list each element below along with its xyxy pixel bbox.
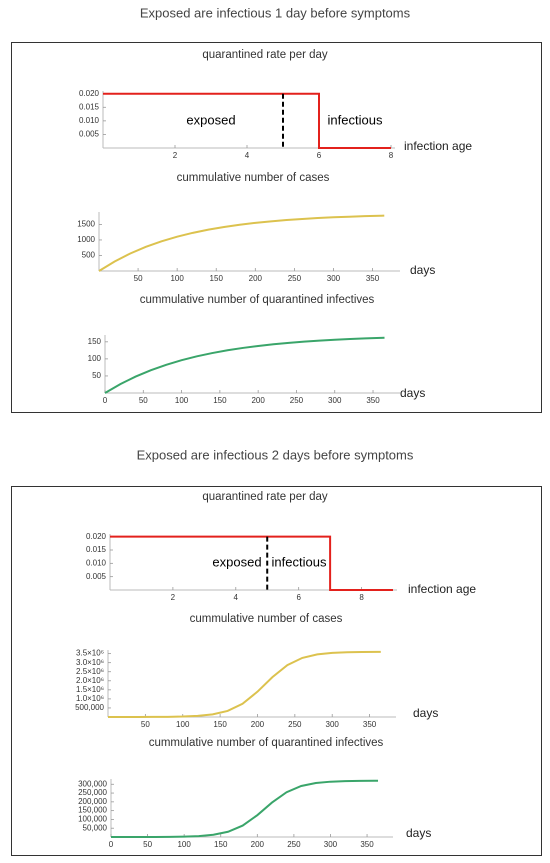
y-tick-label: 0.005 [79,130,100,139]
y-tick-label: 0.020 [86,532,107,541]
y-tick-label: 3.5×10⁶ [76,649,104,658]
panel-title: Exposed are infectious 2 days before sym… [137,447,414,462]
panel-frame [11,486,542,856]
y-tick-label: 1.5×10⁶ [76,685,104,694]
y-tick-label: 250,000 [78,788,107,797]
chart-title: quarantined rate per day [202,49,328,61]
x-tick-label: 4 [245,151,250,160]
y-tick-label: 150 [88,337,102,346]
annotation: infectious [328,112,383,127]
y-tick-label: 2.0×10⁶ [76,676,104,685]
y-tick-label: 3.0×10⁶ [76,658,104,667]
y-tick-label: 150,000 [78,806,107,815]
x-tick-label: 150 [210,274,224,283]
x-tick-label: 200 [251,720,265,729]
x-tick-label: 150 [213,396,227,405]
x-tick-label: 350 [363,720,377,729]
x-axis-label: infection age [408,582,476,596]
y-tick-label: 2.5×10⁶ [76,667,104,676]
data-line [110,779,379,838]
x-tick-label: 350 [360,840,374,849]
y-tick-label: 1.0×10⁶ [76,694,104,703]
x-tick-label: 50 [134,274,143,283]
y-tick-label: 50 [92,371,101,380]
x-axis-label: days [413,706,438,720]
x-tick-label: 250 [287,840,301,849]
chart-title: cummulative number of cases [177,172,330,184]
y-tick-label: 0.010 [86,558,107,567]
annotation: infectious [272,554,327,569]
x-tick-label: 300 [326,720,340,729]
x-tick-label: 150 [213,720,227,729]
x-tick-label: 350 [366,396,380,405]
panel-frame [11,42,542,413]
y-tick-label: 50,000 [83,823,108,832]
x-tick-label: 250 [288,274,302,283]
x-tick-label: 200 [249,274,263,283]
x-tick-label: 0 [103,396,108,405]
x-tick-label: 350 [366,274,380,283]
x-tick-label: 2 [173,151,178,160]
x-tick-label: 150 [214,840,228,849]
x-tick-label: 100 [170,274,184,283]
x-tick-label: 4 [234,593,239,602]
x-tick-label: 2 [171,593,176,602]
data-line [98,214,385,272]
x-tick-label: 250 [290,396,304,405]
panel-title: Exposed are infectious 1 day before symp… [140,5,411,20]
y-tick-label: 100 [88,354,102,363]
x-axis-label: infection age [404,139,472,153]
x-tick-label: 100 [176,720,190,729]
x-tick-label: 300 [324,840,338,849]
x-tick-label: 300 [328,396,342,405]
x-axis-label: days [400,386,425,400]
x-tick-label: 200 [251,840,265,849]
x-tick-label: 100 [175,396,189,405]
x-tick-label: 6 [317,151,322,160]
y-tick-label: 1500 [77,220,95,229]
x-tick-label: 8 [359,593,364,602]
x-tick-label: 50 [141,720,150,729]
chart-title: cummulative number of quarantined infect… [149,737,384,749]
data-line [110,535,393,591]
y-tick-label: 0.015 [86,545,107,554]
data-line [107,650,381,718]
x-tick-label: 8 [389,151,394,160]
x-tick-label: 200 [251,396,265,405]
x-tick-label: 50 [139,396,148,405]
x-axis-label: days [406,826,431,840]
chart-title: cummulative number of cases [190,613,343,625]
chart-title: cummulative number of quarantined infect… [140,294,375,306]
data-line [104,336,385,394]
x-tick-label: 300 [327,274,341,283]
y-tick-label: 500,000 [75,703,104,712]
y-tick-label: 0.015 [79,102,100,111]
x-tick-label: 250 [288,720,302,729]
y-tick-label: 500 [82,251,96,260]
chart-title: quarantined rate per day [202,491,328,503]
x-tick-label: 0 [109,840,114,849]
y-tick-label: 0.010 [79,116,100,125]
x-tick-label: 50 [143,840,152,849]
y-tick-label: 100,000 [78,815,107,824]
data-line [103,92,391,149]
x-axis-label: days [410,263,435,277]
y-tick-label: 0.005 [86,572,107,581]
y-tick-label: 1000 [77,235,95,244]
y-tick-label: 300,000 [78,779,107,788]
x-tick-label: 6 [296,593,301,602]
x-tick-label: 100 [177,840,191,849]
y-tick-label: 0.020 [79,89,100,98]
annotation: exposed [212,554,261,569]
annotation: exposed [186,112,235,127]
y-tick-label: 200,000 [78,797,107,806]
